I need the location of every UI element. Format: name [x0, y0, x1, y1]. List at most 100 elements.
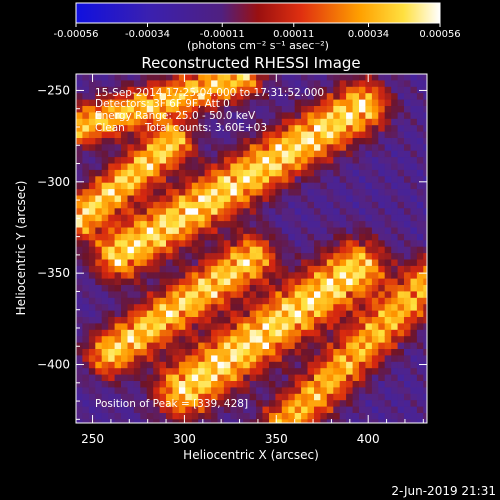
heatmap-cell	[320, 259, 328, 267]
heatmap-cell	[172, 265, 180, 273]
heatmap-cell	[262, 310, 270, 318]
heatmap-cell	[365, 349, 373, 356]
heatmap-cell	[333, 118, 341, 126]
heatmap-cell	[211, 329, 219, 337]
heatmap-cell	[294, 419, 302, 423]
heatmap-cell	[339, 93, 347, 101]
heatmap-cell	[294, 189, 302, 197]
heatmap-cell	[365, 227, 373, 235]
heatmap-cell	[404, 406, 411, 414]
heatmap-cell	[404, 118, 411, 126]
heatmap-cell	[153, 144, 161, 152]
heatmap-cell	[365, 406, 373, 414]
heatmap-cell	[101, 393, 109, 401]
heatmap-cell	[333, 400, 341, 408]
heatmap-cell	[307, 169, 315, 177]
heatmap-cell	[230, 125, 238, 133]
heatmap-cell	[326, 80, 334, 88]
heatmap-cell	[178, 106, 186, 113]
heatmap-cell	[307, 329, 315, 337]
heatmap-cell	[256, 144, 264, 152]
heatmap-cell	[108, 406, 116, 414]
heatmap-cell	[365, 208, 373, 216]
heatmap-cell	[191, 182, 199, 190]
heatmap-cell	[146, 99, 154, 107]
heatmap-cell	[217, 176, 225, 184]
heatmap-cell	[256, 176, 264, 184]
heatmap-cell	[236, 336, 244, 344]
heatmap-cell	[307, 381, 315, 388]
heatmap-cell	[262, 233, 270, 241]
heatmap-cell	[101, 106, 109, 113]
heatmap-cell	[236, 157, 244, 165]
heatmap-cell	[326, 169, 334, 177]
heatmap-cell	[249, 118, 257, 126]
heatmap-cell	[153, 368, 161, 376]
colorbar-gradient	[76, 3, 440, 23]
heatmap-cell	[359, 253, 366, 261]
heatmap-cell	[159, 317, 167, 324]
heatmap-cell	[204, 131, 212, 139]
heatmap-cell	[223, 74, 231, 81]
heatmap-cell	[410, 368, 418, 376]
heatmap-cell	[269, 221, 276, 229]
heatmap-cell	[211, 182, 219, 190]
heatmap-cell	[191, 272, 199, 280]
heatmap-cell	[243, 163, 251, 171]
heatmap-cell	[339, 265, 347, 273]
heatmap-cell	[294, 163, 302, 171]
heatmap-cell	[159, 323, 167, 331]
heatmap-cell	[269, 157, 276, 165]
heatmap-cell	[307, 233, 315, 241]
heatmap-cell	[404, 285, 411, 292]
heatmap-cell	[371, 74, 379, 81]
heatmap-cell	[346, 195, 354, 203]
heatmap-cell	[294, 227, 302, 235]
heatmap-cell	[230, 278, 238, 286]
heatmap-cell	[294, 278, 302, 286]
heatmap-cell	[359, 112, 366, 120]
heatmap-cell	[133, 355, 141, 363]
heatmap-cell	[114, 406, 122, 414]
heatmap-cell	[127, 368, 135, 376]
heatmap-cell	[153, 93, 161, 101]
heatmap-cell	[191, 419, 199, 423]
heatmap-cell	[95, 285, 103, 292]
heatmap-cell	[281, 374, 289, 382]
colorbar-tick-label: -0.00056	[54, 29, 99, 40]
heatmap-cell	[159, 169, 167, 177]
heatmap-cell	[243, 400, 251, 408]
heatmap-cell	[217, 253, 225, 261]
heatmap-cell	[185, 74, 193, 81]
heatmap-cell	[166, 233, 173, 241]
heatmap-cell	[178, 208, 186, 216]
heatmap-cell	[211, 419, 219, 423]
heatmap-cell	[140, 336, 148, 344]
heatmap-cell	[275, 323, 283, 331]
heatmap-cell	[307, 163, 315, 171]
heatmap-cell	[288, 86, 296, 94]
heatmap-cell	[249, 349, 257, 356]
heatmap-cell	[101, 157, 109, 165]
heatmap-cell	[269, 406, 276, 414]
heatmap-cell	[352, 413, 360, 420]
heatmap-cell	[101, 125, 109, 133]
heatmap-cell	[230, 106, 238, 113]
heatmap-cell	[275, 131, 283, 139]
heatmap-cell	[352, 285, 360, 292]
heatmap-cell	[82, 189, 90, 197]
heatmap-cell	[294, 214, 302, 222]
heatmap-cell	[410, 297, 418, 305]
heatmap-cell	[198, 278, 206, 286]
heatmap-cell	[82, 393, 90, 401]
heatmap-cell	[320, 265, 328, 273]
heatmap-cell	[230, 349, 238, 356]
heatmap-cell	[127, 285, 135, 292]
heatmap-cell	[307, 285, 315, 292]
heatmap-cell	[236, 240, 244, 248]
heatmap-cell	[101, 99, 109, 107]
heatmap-cell	[153, 400, 161, 408]
heatmap-cell	[307, 259, 315, 267]
heatmap-cell	[423, 169, 427, 177]
heatmap-cell	[397, 400, 405, 408]
